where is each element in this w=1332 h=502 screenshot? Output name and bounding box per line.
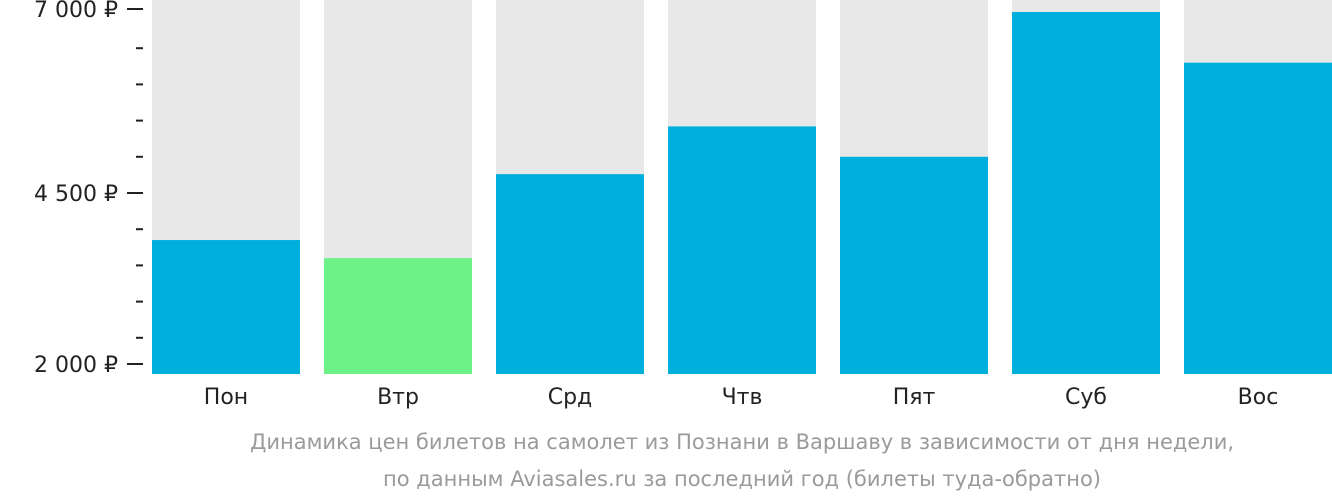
y-axis: 7 000 ₽ 4 500 ₽ 2 000 ₽ bbox=[34, 0, 143, 378]
x-tick-label: Втр bbox=[377, 385, 419, 410]
chart-caption-line-2: по данным Aviasales.ru за последний год … bbox=[383, 467, 1101, 491]
price-by-weekday-chart: 7 000 ₽ 4 500 ₽ 2 000 ₽ Пон Втр Срд Чтв Пят Суб… bbox=[34, 0, 1332, 410]
bar-Втр bbox=[324, 258, 472, 374]
x-axis: Пон Втр Срд Чтв Пят Суб Вос bbox=[204, 385, 1279, 410]
x-tick-label: Срд bbox=[548, 385, 593, 410]
y-tick-label: 2 000 ₽ bbox=[34, 353, 118, 378]
x-tick-label: Пят bbox=[893, 385, 936, 410]
x-tick-label: Чтв bbox=[722, 385, 763, 410]
y-tick-label: 7 000 ₽ bbox=[34, 0, 118, 23]
bar-Чтв bbox=[668, 126, 816, 374]
bar-Срд bbox=[496, 174, 644, 374]
y-tick-label: 4 500 ₽ bbox=[34, 182, 118, 207]
x-tick-label: Пон bbox=[204, 385, 248, 410]
x-tick-label: Вос bbox=[1238, 385, 1279, 410]
bar-Пон bbox=[152, 240, 300, 374]
chart-caption-line-1: Динамика цен билетов на самолет из Позна… bbox=[249, 430, 1235, 454]
value-bars bbox=[152, 12, 1332, 375]
bar-Суб bbox=[1012, 12, 1160, 374]
bar-Вос bbox=[1184, 62, 1332, 375]
bar-Пят bbox=[840, 156, 988, 374]
x-tick-label: Суб bbox=[1065, 385, 1107, 410]
